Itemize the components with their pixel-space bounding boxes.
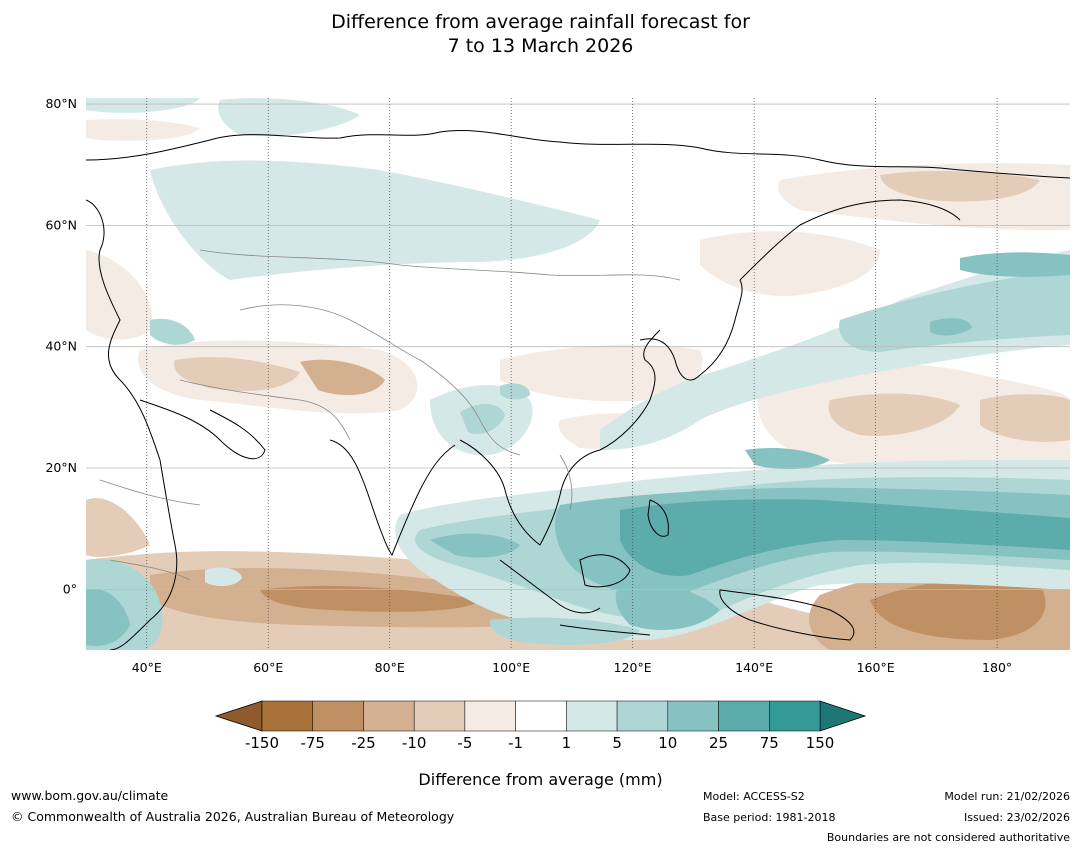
longitude-label: 140°E	[735, 660, 773, 675]
latitude-labels: 80°N 60°N 40°N 20°N 0°	[45, 96, 77, 596]
latitude-label: 0°	[63, 581, 77, 596]
colorbar-under-arrow	[214, 700, 263, 732]
colorbar-tick-label: 150	[806, 734, 835, 752]
colorbar-tick-label: -5	[457, 734, 472, 752]
model-name: Model: ACCESS-S2	[703, 790, 805, 803]
title-line-1: Difference from average rainfall forecas…	[331, 11, 750, 33]
colorbar-tick-label: -1	[508, 734, 523, 752]
colorbar-swatch	[566, 700, 618, 732]
wet-anomaly-region	[150, 318, 195, 345]
colorbar-swatch	[616, 700, 669, 732]
wet-anomaly-region	[745, 448, 830, 470]
wet-anomaly-region	[500, 383, 530, 400]
wet-anomaly-region	[430, 533, 520, 558]
wet-anomaly-region	[150, 160, 600, 280]
colorbar-tick-label: 10	[658, 734, 677, 752]
graticule	[86, 98, 1070, 650]
dry-anomaly-region	[500, 344, 703, 402]
dry-anomaly-region	[86, 119, 200, 141]
longitude-label: 100°E	[492, 660, 530, 675]
colorbar-tick-label: -150	[245, 734, 279, 752]
wet-anomaly-region	[930, 318, 972, 336]
colorbar-tick-label: 1	[562, 734, 572, 752]
boundaries-disclaimer: Boundaries are not considered authoritat…	[826, 831, 1070, 844]
longitude-label: 120°E	[614, 660, 652, 675]
longitude-label: 40°E	[132, 660, 162, 675]
wet-anomaly-region	[86, 589, 130, 646]
longitude-label: 60°E	[253, 660, 283, 675]
wet-anomaly-region	[615, 583, 720, 630]
colorbar: -150 -75 -25 -10 -5 -1 1 5 10 25 75 150	[214, 700, 867, 752]
colorbar-tick-label: -10	[402, 734, 427, 752]
colorbar-tick-label: 25	[709, 734, 728, 752]
model-run-date: Model run: 21/02/2026	[944, 790, 1070, 803]
colorbar-tick-label: -75	[300, 734, 325, 752]
colorbar-swatch	[769, 700, 821, 732]
latitude-label: 20°N	[45, 460, 77, 475]
colorbar-swatch	[363, 700, 415, 732]
dry-anomaly-region	[870, 578, 1046, 640]
wet-anomaly-region	[839, 270, 1070, 352]
colorbar-swatch	[515, 700, 567, 732]
colorbar-swatch	[718, 700, 770, 732]
country-borders	[99, 249, 681, 581]
colorbar-swatch	[667, 700, 719, 732]
base-period: Base period: 1981-2018	[703, 811, 836, 824]
wet-anomaly-region	[960, 252, 1070, 277]
colorbar-tick-label: -25	[351, 734, 376, 752]
coastlines	[86, 130, 1070, 650]
colorbar-swatch	[464, 700, 516, 732]
colorbar-label: Difference from average (mm)	[418, 770, 663, 789]
title-line-2: 7 to 13 March 2026	[447, 35, 634, 57]
colorbar-tick-label: 5	[612, 734, 622, 752]
issued-date: Issued: 23/02/2026	[963, 811, 1070, 824]
wet-anomaly-region	[86, 98, 200, 113]
dry-anomaly-region	[880, 170, 1040, 202]
rainfall-anomaly-layer	[86, 98, 1070, 650]
dry-anomaly-region	[260, 585, 480, 612]
colorbar-tick-label: 75	[760, 734, 779, 752]
wet-anomaly-region	[205, 567, 242, 587]
dry-anomaly-region	[980, 394, 1070, 442]
colorbar-over-arrow	[819, 700, 867, 732]
dry-anomaly-region	[86, 250, 152, 340]
colorbar-swatch	[261, 700, 313, 732]
colorbar-swatch	[413, 700, 466, 732]
latitude-label: 80°N	[45, 96, 77, 111]
longitude-label: 80°E	[375, 660, 405, 675]
wet-anomaly-region	[460, 404, 505, 435]
wet-anomaly-region	[489, 617, 640, 645]
latitude-label: 60°N	[45, 217, 77, 232]
longitude-label: 160°E	[857, 660, 895, 675]
dry-anomaly-region	[86, 498, 150, 557]
copyright-text: © Commonwealth of Australia 2026, Austra…	[11, 809, 455, 824]
dry-anomaly-region	[700, 231, 880, 296]
longitude-labels: 40°E 60°E 80°E 100°E 120°E 140°E 160°E 180°	[132, 660, 1012, 675]
website-link[interactable]: www.bom.gov.au/climate	[11, 788, 169, 803]
dry-anomaly-region	[828, 393, 960, 436]
wet-anomaly-region	[218, 98, 360, 137]
latitude-label: 40°N	[45, 339, 77, 354]
map-title: Difference from average rainfall forecas…	[0, 10, 1081, 58]
wet-anomaly-region	[620, 499, 1070, 576]
dry-anomaly-region	[300, 359, 385, 396]
colorbar-swatch	[312, 700, 364, 732]
longitude-label: 180°	[982, 660, 1012, 675]
